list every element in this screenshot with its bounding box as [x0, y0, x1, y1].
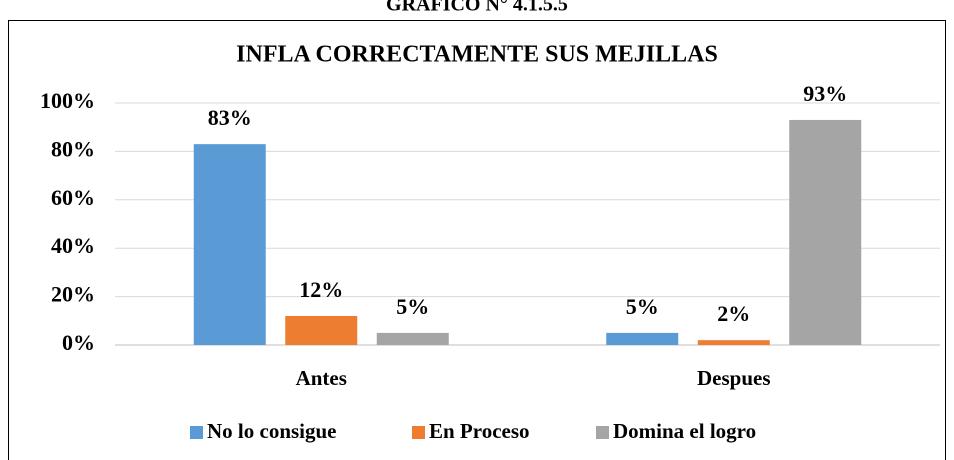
y-tick-label: 20%: [51, 282, 95, 307]
legend-swatch: [596, 426, 609, 439]
figure-heading: GRAFICO N° 4.1.5.5: [386, 0, 568, 16]
y-tick-label: 80%: [51, 136, 95, 161]
legend-swatch: [412, 426, 425, 439]
y-tick-label: 0%: [62, 330, 95, 355]
bar: [193, 144, 266, 345]
data-label: 2%: [717, 301, 750, 326]
chart-title: INFLA CORRECTAMENTE SUS MEJILLAS: [236, 42, 718, 68]
bar: [285, 315, 358, 345]
legend-label: Domina el logro: [613, 419, 756, 443]
bar: [376, 332, 449, 345]
bar: [789, 119, 862, 345]
bar: [606, 332, 679, 345]
bar: [697, 340, 770, 345]
legend-label: En Proceso: [429, 419, 530, 443]
legend-swatch: [190, 426, 203, 439]
legend-label: No lo consigue: [207, 419, 337, 443]
x-tick-label: Despues: [697, 366, 771, 390]
data-label: 5%: [626, 294, 659, 319]
data-label: 12%: [299, 277, 343, 302]
data-label: 83%: [208, 105, 252, 130]
y-tick-label: 100%: [40, 88, 95, 113]
y-tick-label: 60%: [51, 185, 95, 210]
data-label: 93%: [803, 81, 847, 106]
x-tick-label: Antes: [296, 366, 347, 390]
y-tick-label: 40%: [51, 233, 95, 258]
data-label: 5%: [396, 294, 429, 319]
